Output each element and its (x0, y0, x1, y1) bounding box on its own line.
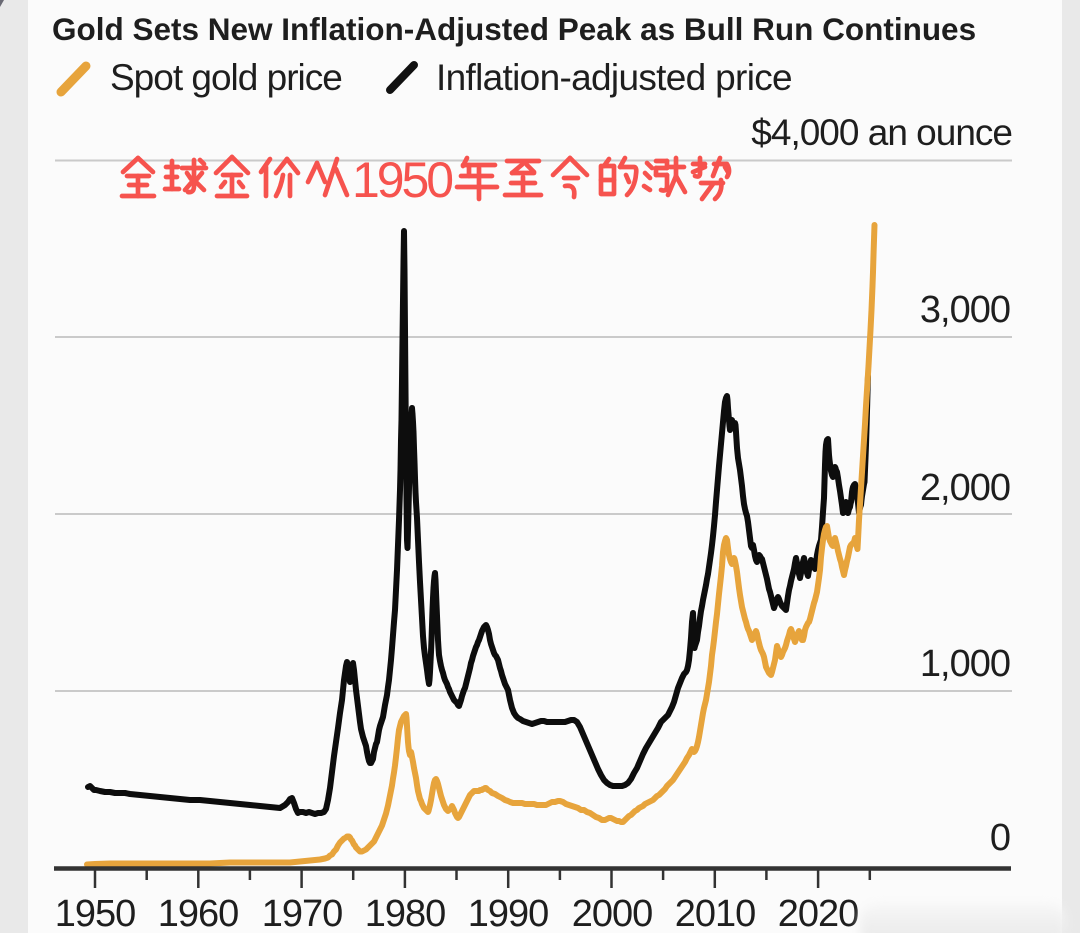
svg-text:2000: 2000 (572, 893, 653, 933)
svg-text:2,000: 2,000 (920, 467, 1010, 509)
svg-text:3,000: 3,000 (920, 289, 1010, 331)
svg-text:2010: 2010 (675, 893, 756, 933)
svg-text:1950: 1950 (352, 152, 452, 208)
svg-text:$4,000 an ounce: $4,000 an ounce (751, 112, 1012, 153)
svg-text:Spot gold price: Spot gold price (110, 57, 342, 98)
svg-text:Gold Sets New Inflation-Adjust: Gold Sets New Inflation-Adjusted Peak as… (52, 11, 976, 47)
svg-text:1,000: 1,000 (920, 643, 1010, 685)
svg-text:Inflation-adjusted price: Inflation-adjusted price (436, 57, 792, 98)
svg-text:2020: 2020 (778, 893, 859, 933)
svg-text:1980: 1980 (365, 893, 446, 933)
svg-text:1990: 1990 (468, 893, 549, 933)
svg-text:1970: 1970 (262, 893, 343, 933)
svg-text:1950: 1950 (55, 893, 136, 933)
svg-text:0: 0 (990, 817, 1010, 859)
svg-text:1960: 1960 (158, 893, 239, 933)
